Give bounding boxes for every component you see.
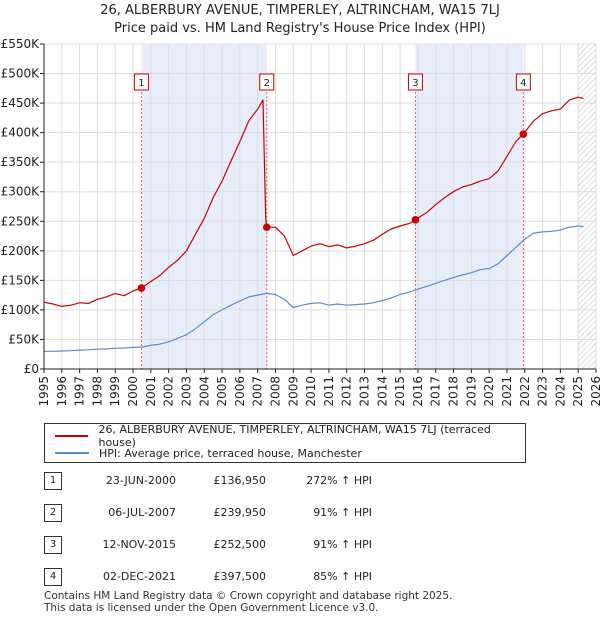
- x-tick-label: 2001: [144, 376, 158, 407]
- legend-item-hpi: HPI: Average price, terraced house, Manc…: [55, 445, 362, 461]
- chart-title: 26, ALBERBURY AVENUE, TIMPERLEY, ALTRINC…: [100, 3, 500, 18]
- sale-label-box: [259, 73, 275, 91]
- x-tick-label: 2019: [464, 376, 478, 407]
- sale-row: 3 12-NOV-2015 £252,500 91% ↑ HPI: [44, 536, 464, 556]
- legend-swatch-price-paid: [55, 435, 89, 437]
- sale-row: 4 02-DEC-2021 £397,500 85% ↑ HPI: [44, 568, 464, 588]
- x-tick-label: 2025: [571, 376, 585, 407]
- sale-price: £397,500: [213, 570, 267, 583]
- sale-number-badge: 1: [44, 472, 62, 490]
- x-tick-label: 2011: [322, 376, 336, 407]
- legend-label-price-paid: 26, ALBERBURY AVENUE, TIMPERLEY, ALTRINC…: [98, 423, 491, 449]
- sale-hpi-change: 91% ↑ HPI: [313, 506, 372, 519]
- legend-swatch-hpi: [55, 452, 89, 454]
- y-tick-label: £250K: [1, 214, 41, 228]
- y-tick-label: £500K: [1, 67, 41, 81]
- x-tick-label: 2024: [553, 376, 567, 407]
- y-tick-label: £350K: [1, 155, 41, 169]
- x-tick-label: 2006: [233, 376, 247, 407]
- x-tick-label: 2020: [482, 376, 496, 407]
- x-tick-label: 2026: [589, 376, 600, 407]
- x-tick-label: 2012: [340, 376, 354, 407]
- x-tick-label: 1999: [108, 376, 122, 407]
- y-tick-label: £450K: [1, 96, 41, 110]
- sale-point: [519, 130, 528, 138]
- x-tick-label: 1995: [37, 376, 51, 407]
- sale-label-box: [515, 73, 531, 91]
- x-tick-label: 2002: [162, 376, 176, 407]
- sale-date: 12-NOV-2015: [102, 538, 176, 551]
- x-tick-label: 2004: [197, 376, 211, 407]
- x-tick-label: 1996: [55, 376, 69, 407]
- sale-hpi-change: 85% ↑ HPI: [313, 570, 372, 583]
- price-paid-line: [43, 96, 584, 307]
- footer-copyright: Contains HM Land Registry data © Crown c…: [44, 590, 453, 602]
- sale-hpi-change: 272% ↑ HPI: [306, 474, 372, 487]
- y-tick-label: £550K: [1, 37, 41, 51]
- sale-label-text: 2: [264, 78, 270, 89]
- sale-date: 23-JUN-2000: [105, 474, 176, 487]
- x-tick-label: 2014: [375, 376, 389, 407]
- x-tick-label: 1998: [90, 376, 104, 407]
- sale-point: [137, 284, 146, 292]
- footer-licence: This data is licensed under the Open Gov…: [44, 602, 379, 614]
- y-tick-label: £300K: [1, 185, 41, 199]
- sale-number-badge: 2: [44, 504, 62, 522]
- y-tick-label: £100K: [1, 303, 41, 317]
- sale-label-box: [133, 73, 149, 91]
- x-tick-label: 2017: [429, 376, 443, 407]
- x-tick-label: 2003: [179, 376, 193, 407]
- x-tick-label: 2008: [268, 376, 282, 407]
- sale-row: 2 06-JUL-2007 £239,950 91% ↑ HPI: [44, 504, 464, 524]
- chart-legend: 26, ALBERBURY AVENUE, TIMPERLEY, ALTRINC…: [44, 423, 526, 463]
- x-tick-label: 2016: [411, 376, 425, 407]
- y-tick-label: £0: [24, 362, 39, 376]
- chart-subtitle: Price paid vs. HM Land Registry's House …: [114, 21, 486, 36]
- x-tick-label: 2007: [251, 376, 265, 407]
- legend-item-price-paid: 26, ALBERBURY AVENUE, TIMPERLEY, ALTRINC…: [55, 423, 525, 449]
- y-tick-label: £50K: [8, 332, 40, 346]
- sale-date: 06-JUL-2007: [108, 506, 176, 519]
- x-tick-label: 2021: [500, 376, 514, 407]
- price-chart: 1 2 3 4 £0 £50K £100K £150K £200K £250K £300K £350…: [1, 37, 600, 407]
- sale-point: [411, 215, 420, 224]
- legend-label-hpi: HPI: Average price, terraced house, Manc…: [99, 446, 362, 460]
- hpi-line: [44, 225, 584, 352]
- y-tick-label: £400K: [1, 126, 41, 140]
- sale-row: 1 23-JUN-2000 £136,950 272% ↑ HPI: [44, 472, 464, 492]
- sale-hpi-change: 91% ↑ HPI: [313, 538, 372, 551]
- x-tick-label: 2015: [393, 376, 407, 407]
- sale-price: £239,950: [213, 506, 267, 519]
- sale-label-text: 1: [138, 78, 144, 89]
- sale-point: [262, 223, 271, 232]
- x-tick-label: 2010: [304, 376, 318, 407]
- sale-price: £136,950: [213, 474, 267, 487]
- sale-number-badge: 3: [44, 536, 62, 554]
- x-tick-label: 2022: [518, 376, 532, 407]
- x-tick-label: 2000: [126, 376, 140, 407]
- forecast-hatch-region: [578, 44, 596, 369]
- sale-label-box: [407, 73, 423, 91]
- x-tick-label: 2023: [536, 376, 550, 407]
- x-tick-label: 2013: [358, 376, 372, 407]
- sale-label-text: 4: [520, 78, 526, 89]
- sale-price: £252,500: [213, 538, 267, 551]
- sale-date: 02-DEC-2021: [102, 570, 176, 583]
- x-tick-label: 2005: [215, 376, 229, 407]
- y-tick-label: £150K: [1, 273, 41, 287]
- footer-attribution: Contains HM Land Registry data © Crown c…: [44, 590, 452, 614]
- x-tick-label: 1997: [73, 376, 87, 407]
- x-tick-label: 2009: [286, 376, 300, 407]
- sale-number-badge: 4: [44, 568, 62, 586]
- y-tick-label: £200K: [1, 244, 41, 258]
- sale-label-text: 3: [412, 78, 418, 89]
- x-tick-label: 2018: [447, 376, 461, 407]
